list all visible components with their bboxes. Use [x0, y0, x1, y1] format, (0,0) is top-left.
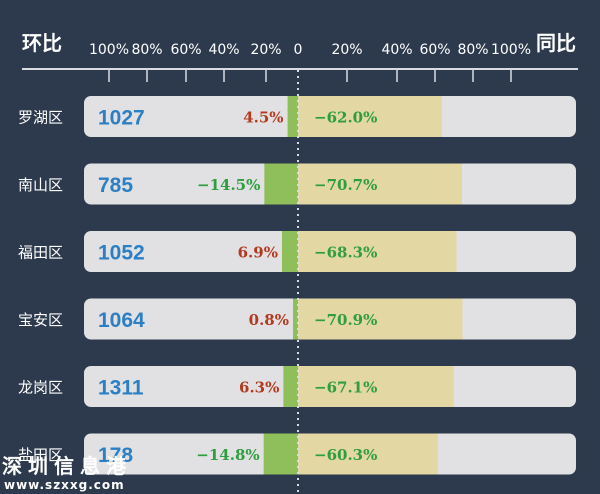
tick-label: 80%	[457, 42, 488, 58]
mom-value-label: −14.8%	[196, 446, 259, 464]
yoy-bar	[298, 96, 442, 137]
yoy-value-label: −67.1%	[314, 379, 377, 397]
tick-label: 20%	[331, 42, 362, 58]
mom-value-label: 6.3%	[239, 379, 279, 397]
mom-bar	[293, 298, 298, 340]
district-label: 福田区	[18, 244, 63, 262]
count-label: 178	[98, 444, 133, 467]
district-label: 龙岗区	[18, 379, 63, 397]
mom-bar	[263, 433, 298, 475]
tick-label: 80%	[131, 42, 162, 58]
tick-label: 60%	[419, 42, 450, 58]
yoy-value-label: −68.3%	[314, 244, 377, 262]
yoy-value-label: −70.9%	[314, 311, 377, 329]
watermark: 深圳信息港 www.szxxg.com	[2, 454, 132, 492]
mom-value-label: 6.9%	[238, 244, 278, 262]
rows: 罗湖区 1027 4.5% −62.0% 南山区 785 −14.5% −70.7% 福田区 10…	[18, 70, 576, 494]
district-label: 盐田区	[18, 446, 63, 464]
count-label: 1064	[98, 309, 145, 332]
watermark-name: 深圳信息港	[2, 454, 132, 478]
tick-label: 40%	[208, 42, 239, 58]
yoy-value-label: −62.0%	[314, 109, 377, 127]
yoy-bar	[298, 298, 463, 340]
yoy-bar	[298, 433, 438, 475]
mom-bar	[281, 231, 298, 272]
district-row: 龙岗区 1311 6.3% −67.1%	[18, 366, 576, 407]
tick-label: 100%	[491, 42, 531, 58]
yoy-value-label: −70.7%	[314, 176, 377, 194]
mom-value-label: 4.5%	[243, 109, 283, 127]
district-row: 福田区 1052 6.9% −68.3%	[18, 231, 576, 272]
yoy-bar	[298, 163, 463, 205]
district-label: 南山区	[18, 176, 63, 194]
count-label: 1027	[98, 107, 145, 130]
header-mom-label: 环比	[22, 31, 62, 55]
tick-label: 60%	[170, 42, 201, 58]
tick-label: 20%	[250, 42, 281, 58]
watermark-url: www.szxxg.com	[4, 478, 125, 492]
tick-label: 40%	[381, 42, 412, 58]
tick-label-zero: 0	[294, 42, 303, 58]
yoy-value-label: −60.3%	[314, 446, 377, 464]
district-row: 盐田区 178 −14.8% −60.3%	[18, 433, 576, 475]
mom-bar	[283, 366, 298, 407]
mom-bar	[264, 163, 298, 205]
tick-label: 100%	[89, 42, 129, 58]
count-label: 1052	[98, 242, 145, 265]
district-label: 罗湖区	[18, 109, 63, 127]
mom-value-label: −14.5%	[197, 176, 260, 194]
district-label: 宝安区	[18, 311, 63, 329]
district-row: 宝安区 1064 0.8% −70.9%	[18, 298, 576, 340]
yoy-bar	[298, 231, 457, 272]
count-label: 1311	[98, 377, 144, 400]
count-label: 785	[98, 174, 133, 197]
district-row: 南山区 785 −14.5% −70.7%	[18, 163, 576, 205]
yoy-bar	[298, 366, 454, 407]
header-yoy-label: 同比	[536, 31, 576, 55]
district-row: 罗湖区 1027 4.5% −62.0%	[18, 96, 576, 137]
axis: 100% 80% 60% 40% 20% 0 20% 40% 60% 80% 100%	[22, 42, 578, 82]
mom-bar	[287, 96, 298, 137]
mom-value-label: 0.8%	[249, 311, 289, 329]
